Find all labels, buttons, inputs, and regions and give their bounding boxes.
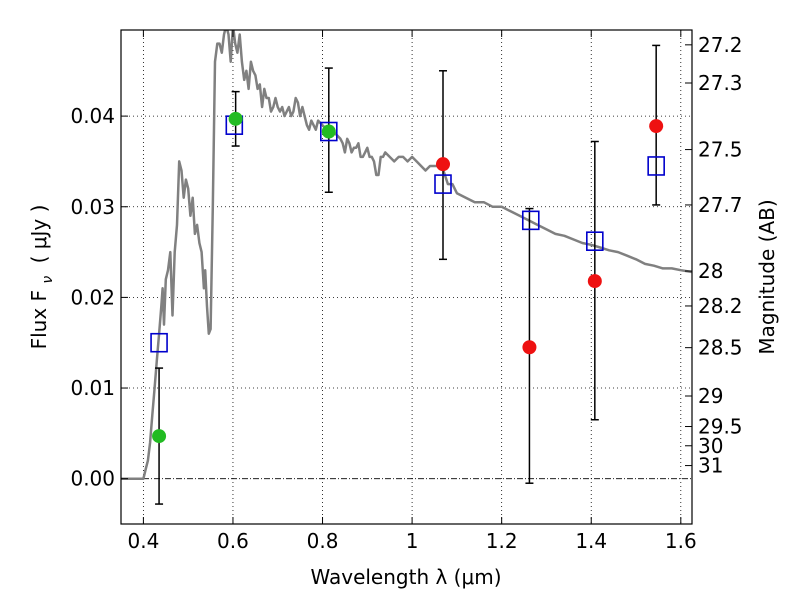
model-flux-square (434, 174, 452, 194)
y-tick-label: 0.02 (70, 285, 115, 309)
model-flux-square (150, 332, 168, 353)
magnitude-tick-label: 27.3 (698, 71, 743, 95)
magnitude-tick-label: 27.2 (698, 33, 743, 57)
x-tick-label: 1.2 (486, 529, 518, 553)
x-tick-label: 1.6 (665, 529, 697, 553)
y-tick-label: 0.04 (70, 104, 115, 128)
model-flux-square (319, 121, 338, 142)
y-tick-label: 0.03 (70, 195, 115, 219)
x-tick-label: 1.4 (575, 529, 607, 553)
red-data-point (522, 340, 537, 355)
green-data-point (321, 124, 336, 139)
svg-text:Flux F ν ( μJy ): Flux F ν ( μJy ) (27, 205, 57, 350)
magnitude-tick-label: 28.5 (698, 336, 743, 360)
red-data-point (435, 157, 450, 172)
model-spectrum (121, 30, 692, 480)
x-axis-ticks: 0.4 0.6 0.8 1 1.2 1.4 1.6 (127, 30, 697, 553)
green-data-point (152, 429, 167, 444)
y-tick-label: 0.01 (70, 376, 115, 400)
x-tick-label: 0.6 (217, 529, 249, 553)
x-tick-label: 1 (406, 529, 419, 553)
model-spectrum-line (121, 30, 692, 480)
y-tick-label: 0.00 (70, 467, 115, 491)
y-axis-label: Flux F ν ( μJy ) (27, 205, 57, 350)
model-flux-square (521, 210, 540, 231)
observed-points (152, 111, 664, 444)
y-axis-ticks: 0.00 0.01 0.02 0.03 0.04 (70, 104, 128, 491)
magnitude-tick-label: 29.5 (698, 415, 743, 439)
model-flux-square (647, 156, 665, 176)
magnitude-tick-label: 29 (698, 384, 723, 408)
x-tick-label: 0.4 (127, 529, 159, 553)
model-flux-squares (150, 115, 665, 353)
magnitude-tick-label: 28.2 (698, 294, 743, 318)
y-axis-label-main: Flux F (27, 290, 51, 349)
model-flux-square (586, 231, 604, 251)
red-data-point (649, 119, 664, 134)
magnitude-tick-label: 27.7 (698, 193, 743, 217)
y-axis-label-sub: ν (40, 276, 56, 284)
magnitude-tick-label: 27.5 (698, 138, 743, 162)
magnitude-tick-label: 28 (698, 259, 723, 283)
x-axis-label: Wavelength λ (μm) (310, 565, 501, 589)
red-data-point (587, 274, 602, 289)
x-tick-label: 0.8 (307, 529, 339, 553)
magnitude-axis-label: Magnitude (AB) (755, 199, 779, 354)
plot-frame (120, 29, 693, 525)
magnitude-tick-label: 31 (698, 454, 723, 478)
magnitude-tick-label: 30 (698, 434, 723, 458)
green-data-point (228, 111, 243, 126)
y-axis-label-unit: ( μJy ) (27, 205, 51, 264)
